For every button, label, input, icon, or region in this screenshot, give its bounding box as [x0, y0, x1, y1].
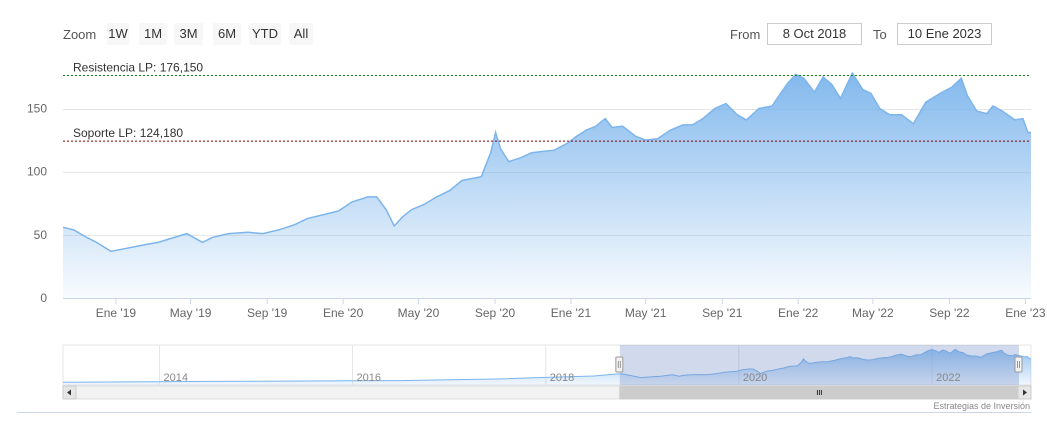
x-tick-label: Ene '19	[96, 306, 137, 320]
y-tick-label: 0	[40, 291, 47, 305]
y-tick-label: 50	[34, 228, 48, 242]
series-area	[63, 73, 1031, 298]
y-tick-label: 100	[27, 165, 47, 179]
from-date-input[interactable]: 8 Oct 2018	[767, 23, 862, 45]
x-tick-label: Sep '22	[929, 306, 970, 320]
navigator-label: 2014	[164, 372, 188, 384]
x-axis: Ene '19 May '19 Sep '19 Ene '20 May '20 Sep '…	[96, 298, 1046, 320]
support-label: Soporte LP: 124,180	[73, 126, 183, 140]
x-tick-label: May '22	[852, 306, 894, 320]
navigator-label: 2020	[743, 372, 767, 384]
zoom-button-1m[interactable]: 1M	[139, 23, 167, 45]
zoom-button-ytd[interactable]: YTD	[249, 23, 281, 45]
credit-text: Estrategias de Inversión	[933, 401, 1030, 411]
y-axis: 0 50 100 150	[27, 102, 47, 305]
navigator-handle-left[interactable]	[615, 356, 624, 373]
zoom-button-all[interactable]: All	[289, 23, 313, 45]
x-tick-label: May '21	[625, 306, 667, 320]
navigator-area	[63, 349, 1031, 385]
navigator-handle-right[interactable]	[1014, 356, 1023, 373]
x-tick-label: Ene '22	[778, 306, 819, 320]
arrow-right-icon	[1023, 389, 1027, 396]
reference-lines: Resistencia LP: 176,150 Soporte LP: 124,1…	[63, 60, 1031, 142]
x-tick-label: Ene '23	[1005, 306, 1046, 320]
zoom-button-1w[interactable]: 1W	[107, 23, 129, 45]
x-tick-label: May '20	[398, 306, 440, 320]
navigator-label: 2016	[357, 372, 381, 384]
navigator-label: 2022	[936, 372, 960, 384]
navigator[interactable]: 2014 2016 2018 2020 2022	[17, 344, 1032, 413]
to-label: To	[873, 27, 887, 42]
from-label: From	[730, 27, 761, 42]
x-tick-label: May '19	[170, 306, 212, 320]
arrow-left-icon	[67, 389, 71, 396]
zoom-label: Zoom	[63, 27, 97, 42]
series-line	[62, 71, 1031, 253]
navigator-selection[interactable]	[619, 345, 1019, 385]
to-date-input[interactable]: 10 Ene 2023	[897, 23, 992, 45]
x-tick-label: Sep '21	[702, 306, 743, 320]
zoom-button-6m[interactable]: 6M	[213, 23, 241, 45]
x-tick-label: Sep '20	[475, 306, 516, 320]
navigator-label: 2018	[550, 372, 574, 384]
x-tick-label: Sep '19	[247, 306, 288, 320]
plot-area	[62, 71, 1031, 298]
resistance-label: Resistencia LP: 176,150	[73, 60, 203, 74]
y-tick-label: 150	[27, 102, 47, 116]
x-tick-label: Ene '20	[323, 306, 364, 320]
zoom-button-3m[interactable]: 3M	[174, 23, 203, 45]
navigator-line	[62, 348, 1031, 383]
x-tick-label: Ene '21	[551, 306, 592, 320]
